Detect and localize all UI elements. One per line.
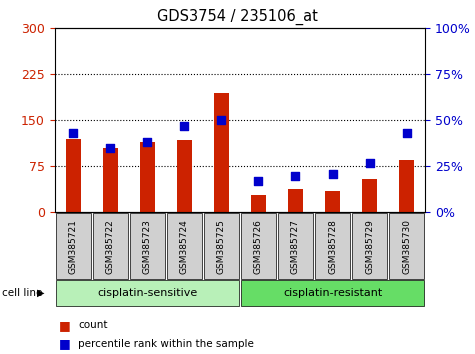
Text: cisplatin-sensitive: cisplatin-sensitive — [97, 288, 198, 298]
Text: ■: ■ — [59, 319, 71, 332]
Text: cell line: cell line — [2, 288, 43, 298]
Text: GSM385725: GSM385725 — [217, 219, 226, 274]
Text: GSM385723: GSM385723 — [143, 219, 152, 274]
Text: GSM385724: GSM385724 — [180, 219, 189, 274]
Text: GSM385727: GSM385727 — [291, 219, 300, 274]
Text: GSM385729: GSM385729 — [365, 219, 374, 274]
Point — [366, 160, 373, 166]
Text: ■: ■ — [59, 337, 71, 350]
Text: percentile rank within the sample: percentile rank within the sample — [78, 339, 254, 349]
Bar — [177, 140, 192, 212]
Point — [403, 130, 410, 136]
Point — [106, 145, 114, 151]
Text: GSM385722: GSM385722 — [106, 219, 114, 274]
Bar — [103, 148, 118, 212]
Bar — [214, 93, 229, 212]
Bar — [288, 189, 303, 212]
Bar — [140, 142, 155, 212]
Text: cisplatin-resistant: cisplatin-resistant — [283, 288, 382, 298]
Point — [180, 123, 188, 129]
Text: GSM385721: GSM385721 — [69, 219, 77, 274]
Point — [143, 139, 151, 145]
Text: GSM385726: GSM385726 — [254, 219, 263, 274]
Bar — [66, 139, 81, 212]
Text: ▶: ▶ — [37, 288, 45, 298]
Bar — [362, 179, 377, 212]
Bar — [325, 191, 340, 212]
Bar — [399, 160, 414, 212]
Point — [69, 130, 77, 136]
Point — [292, 173, 299, 178]
Bar — [251, 195, 266, 212]
Point — [329, 171, 336, 177]
Point — [255, 178, 262, 184]
Point — [218, 118, 225, 123]
Text: count: count — [78, 320, 108, 330]
Text: GSM385730: GSM385730 — [402, 219, 411, 274]
Text: GSM385728: GSM385728 — [328, 219, 337, 274]
Text: GDS3754 / 235106_at: GDS3754 / 235106_at — [157, 9, 318, 25]
